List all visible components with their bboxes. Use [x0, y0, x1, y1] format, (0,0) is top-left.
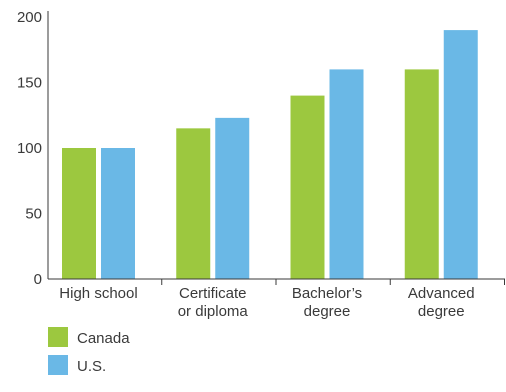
y-tick-label-0: 0	[34, 271, 42, 288]
bar-canada-0	[62, 148, 96, 279]
y-axis: 0 50 100 150 200	[17, 9, 49, 288]
y-tick-label-200: 200	[17, 9, 42, 26]
x-category-label-0: High school	[59, 285, 137, 302]
x-category-label-line: Certificate	[179, 285, 247, 302]
legend-label-u-s: U.S.	[77, 358, 106, 375]
x-category-label-1: Certificate or diploma	[178, 285, 249, 320]
y-tick-label-150: 150	[17, 75, 42, 92]
x-axis: High school Certificate or diploma Bachelor…	[48, 278, 505, 320]
legend-swatch-u-s	[48, 355, 68, 375]
legend: Canada U.S.	[48, 327, 130, 375]
x-category-label-line: High school	[59, 285, 137, 302]
bar-u-s-0	[101, 148, 135, 279]
bar-u-s-2	[329, 69, 364, 280]
legend-label-canada: Canada	[77, 330, 130, 347]
bar-u-s-3	[443, 30, 478, 279]
x-category-label-2: Bachelor’s degree	[292, 285, 362, 320]
bars	[62, 30, 478, 280]
x-category-label-line: Advanced	[408, 285, 475, 302]
x-category-label-line: Bachelor’s	[292, 285, 362, 302]
x-category-label-line: or diploma	[178, 303, 249, 320]
bar-canada-2	[290, 95, 325, 279]
x-category-label-3: Advanced degree	[408, 285, 475, 320]
bar-u-s-1	[215, 117, 250, 280]
bar-canada-1	[176, 128, 211, 279]
y-tick-label-100: 100	[17, 140, 42, 157]
legend-swatch-canada	[48, 327, 68, 347]
y-tick-label-50: 50	[25, 206, 42, 223]
x-category-label-line: degree	[304, 303, 351, 320]
x-category-label-line: degree	[418, 303, 465, 320]
bar-canada-3	[404, 69, 439, 280]
